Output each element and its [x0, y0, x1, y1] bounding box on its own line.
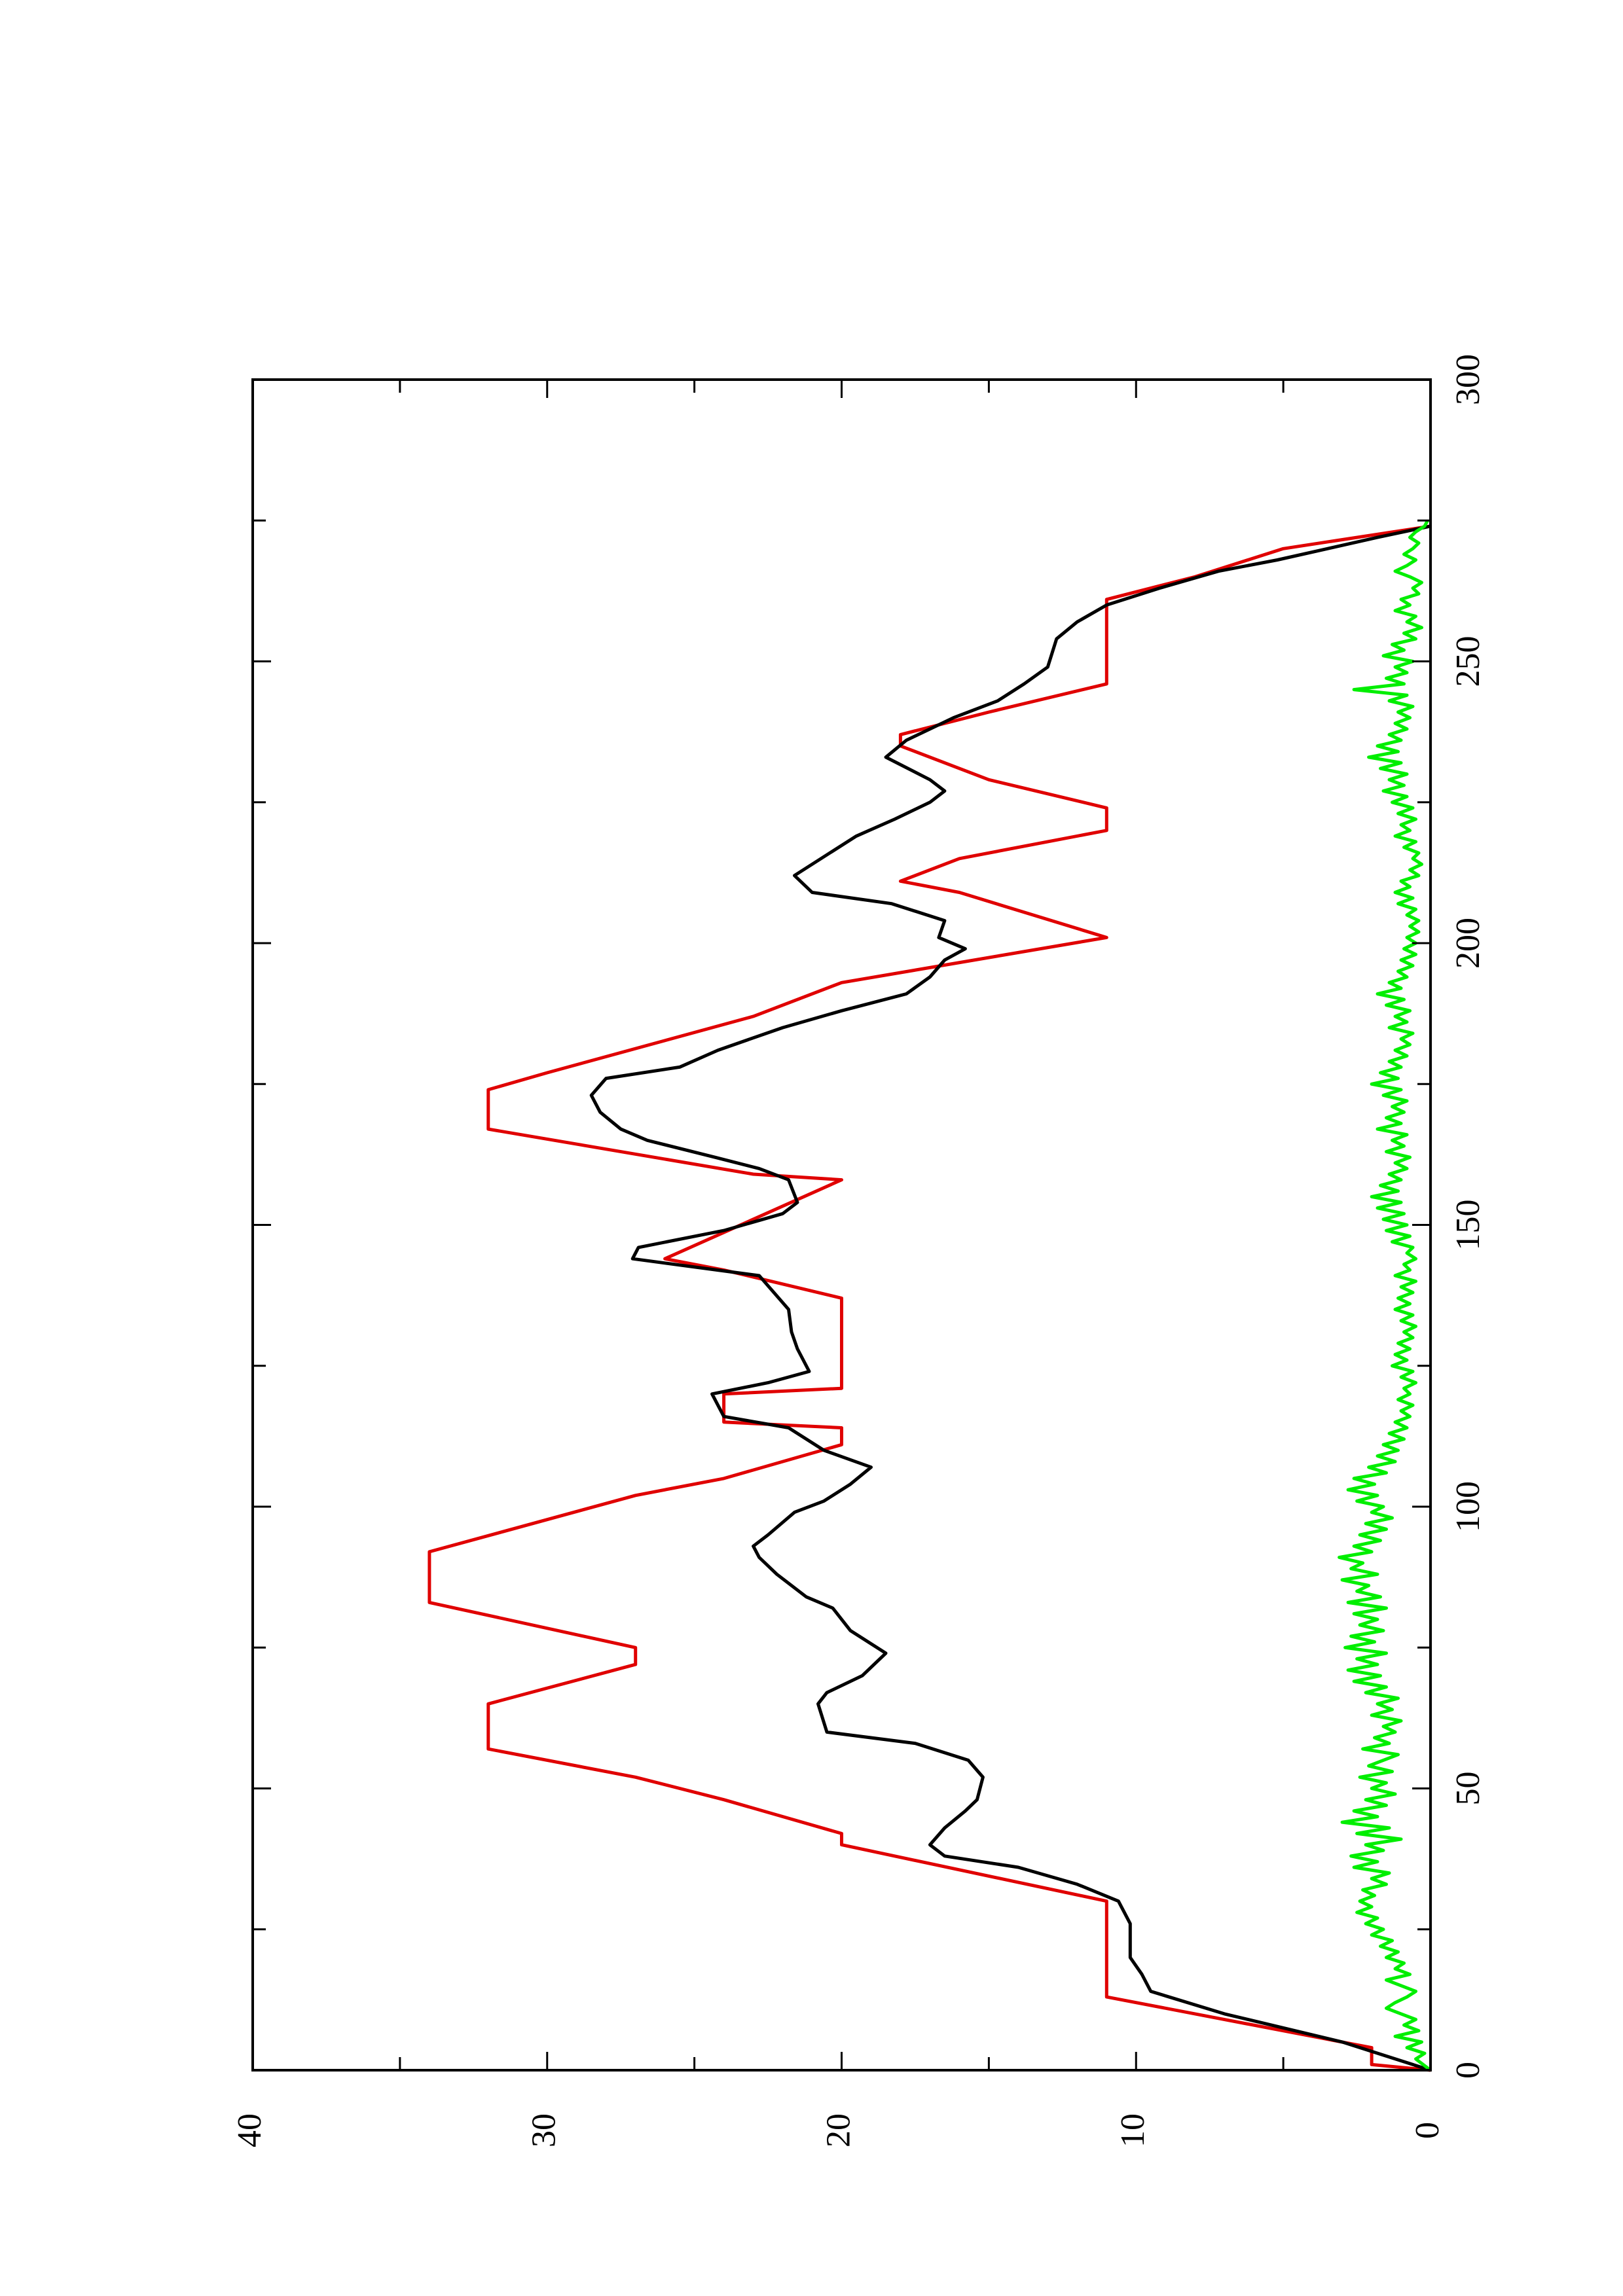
- x-tick-label: 50: [1450, 1772, 1487, 1806]
- series-layer: [428, 520, 1432, 2072]
- x-axis: 0 50 100 150 200 250 300: [253, 354, 1487, 2079]
- y-tick-label: 0: [1409, 2122, 1446, 2139]
- y-tick-label: 40: [231, 2113, 268, 2147]
- x-tick-label: 150: [1450, 1200, 1487, 1251]
- x-tick-label: 200: [1450, 918, 1487, 969]
- y-axis: 0 10 20 30 40: [231, 380, 1446, 2147]
- series-line-2: [589, 524, 1431, 2072]
- y-tick-label: 30: [526, 2113, 563, 2147]
- x-tick-label: 100: [1450, 1481, 1487, 1532]
- y-tick-label: 20: [820, 2113, 857, 2147]
- x-tick-label: 250: [1450, 636, 1487, 687]
- y-tick-label: 10: [1114, 2113, 1152, 2147]
- series-line-3: [1338, 520, 1432, 2072]
- x-tick-label: 300: [1450, 354, 1487, 405]
- x-tick-label: 0: [1450, 2062, 1487, 2079]
